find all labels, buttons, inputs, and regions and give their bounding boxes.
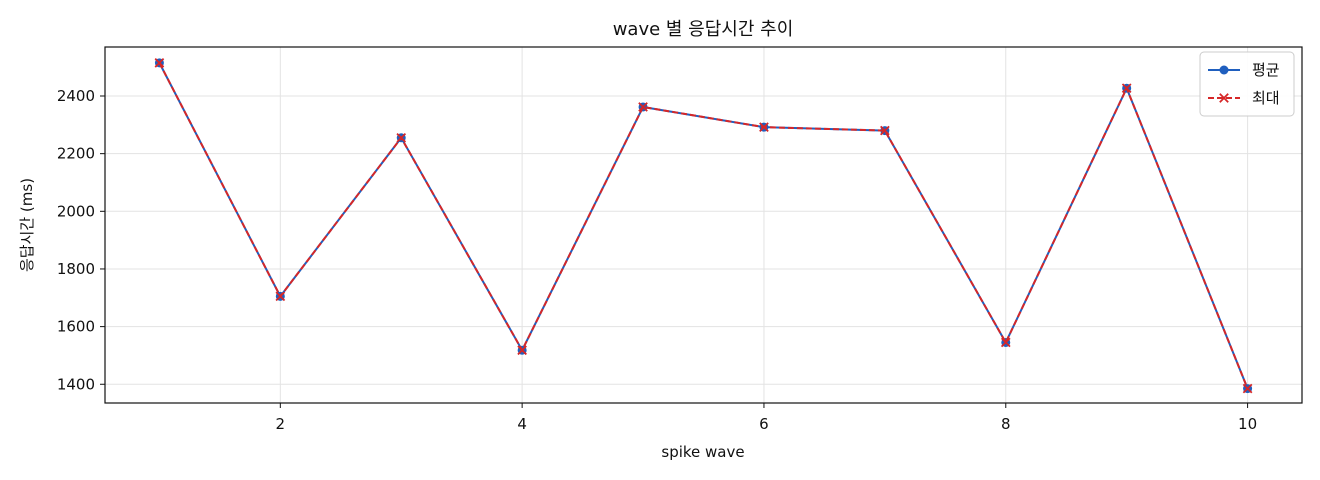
x-axis-label: spike wave [661, 443, 744, 461]
x-tick-label: 10 [1238, 415, 1257, 433]
x-axis-ticks: 2 4 6 8 10 [276, 403, 1257, 433]
data-point [1121, 83, 1132, 94]
data-point [1000, 337, 1011, 348]
plot-area-frame [104, 46, 1303, 404]
legend-box [1199, 51, 1295, 117]
data-point [396, 132, 407, 143]
data-point [759, 122, 769, 132]
x-tick-label: 8 [1001, 415, 1011, 433]
data-point [275, 291, 286, 302]
series-group [154, 58, 1253, 394]
data-point [880, 125, 890, 136]
y-axis-label: 응답시간 (ms) [18, 178, 36, 272]
data-point [154, 58, 165, 68]
legend-label: 평균 [1252, 61, 1280, 79]
x-tick-label: 4 [517, 415, 527, 433]
y-tick-label: 1600 [57, 318, 95, 336]
y-tick-label: 1400 [57, 375, 95, 393]
data-point [638, 102, 648, 112]
legend-label: 최대 [1252, 89, 1280, 107]
series-line [158, 62, 1249, 389]
data-point [517, 345, 527, 356]
y-axis-ticks: 1400 1600 1800 2000 2200 2400 [57, 87, 105, 393]
legend-item: 평균 [1208, 61, 1280, 79]
series-1 [154, 58, 1253, 394]
y-tick-label: 1800 [57, 260, 95, 278]
legend-marker [1219, 93, 1229, 103]
legend-marker [1219, 65, 1229, 75]
y-tick-label: 2000 [57, 202, 95, 220]
y-tick-label: 2400 [57, 87, 95, 105]
legend-item: 최대 [1208, 89, 1280, 107]
chart-title: wave 별 응답시간 추이 [613, 19, 794, 40]
x-tick-label: 2 [276, 415, 286, 433]
grid-lines [105, 47, 1302, 403]
y-tick-label: 2200 [57, 145, 95, 163]
data-point [1242, 383, 1253, 394]
x-tick-label: 6 [759, 415, 769, 433]
